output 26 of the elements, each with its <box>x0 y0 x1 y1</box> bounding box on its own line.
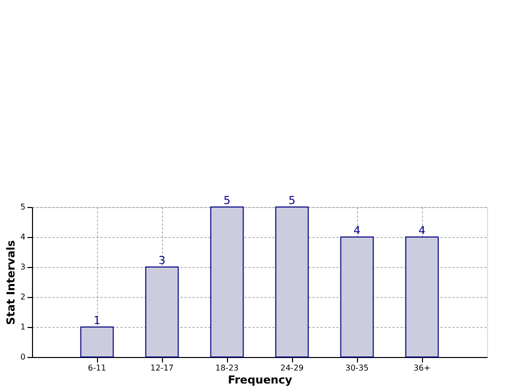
x-tick-label: 36+ <box>414 364 430 372</box>
x-tick-label: 6-11 <box>88 364 106 372</box>
y-axis-title: Stat Intervals <box>4 240 18 325</box>
y-tick-label: 5 <box>20 202 26 212</box>
x-axis-title: Frequency <box>228 374 292 386</box>
y-tick-label: 0 <box>20 352 26 362</box>
x-tick-label: 30-35 <box>345 364 369 372</box>
bar <box>80 326 114 358</box>
bar <box>340 236 374 358</box>
y-tick-label: 1 <box>20 322 26 332</box>
y-tick-label: 4 <box>20 232 26 242</box>
x-tick-label: 12-17 <box>150 364 174 372</box>
data-label: 4 <box>418 224 426 237</box>
data-label: 3 <box>158 254 166 267</box>
y-tick-label: 2 <box>20 292 26 302</box>
data-label: 5 <box>224 194 230 207</box>
bar <box>145 266 179 358</box>
data-label: 4 <box>354 224 360 237</box>
y-tick-label: 3 <box>20 262 26 272</box>
x-tick-label: 18-23 <box>215 364 239 372</box>
data-label: 1 <box>94 314 100 327</box>
bar <box>275 206 309 358</box>
x-tick-label: 24-29 <box>280 364 304 372</box>
data-label: 5 <box>288 194 296 207</box>
bar <box>210 206 244 358</box>
bar <box>405 236 439 358</box>
